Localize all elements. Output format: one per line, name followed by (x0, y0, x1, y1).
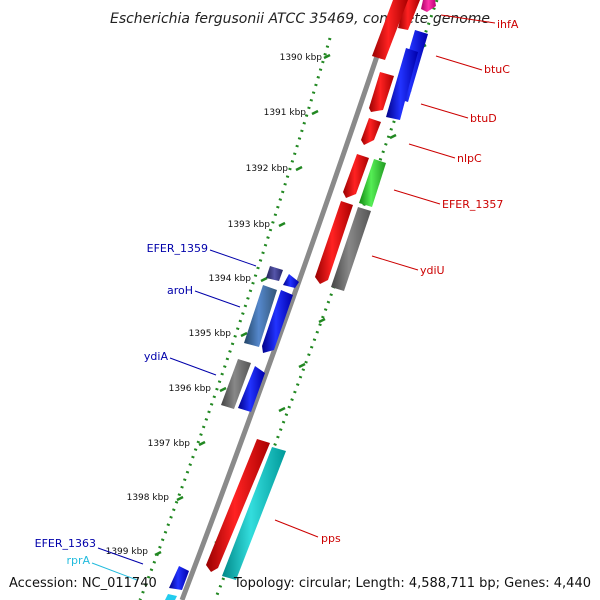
gene-features-outer (206, 0, 436, 580)
tick-label: 1391 kbp (264, 108, 307, 118)
gene-features-inner (165, 266, 299, 600)
gene-label-ydia[interactable]: ydiA (144, 350, 169, 363)
gene-feature-efer1357[interactable] (359, 159, 386, 207)
gene-feature-red-d[interactable] (343, 154, 369, 198)
accession-text: Accession: NC_011740 (9, 576, 157, 591)
gene-label-aroh[interactable]: aroH (167, 284, 193, 297)
label-leaders-right (274, 14, 496, 538)
label-leaders-left (91, 249, 257, 581)
tick-label: 1393 kbp (228, 220, 271, 230)
tick-label: 1397 kbp (148, 439, 191, 449)
gene-feature-blue-f[interactable] (283, 274, 299, 288)
genome-backbone (179, 0, 399, 600)
topology-summary: Topology: circular; Length: 4,588,711 bp… (233, 576, 591, 591)
gene-label-btuc[interactable]: btuC (484, 63, 510, 76)
tick-ring-inner (138, 37, 332, 600)
tick-label: 1394 kbp (209, 274, 252, 284)
gene-label-rpra[interactable]: rprA (66, 554, 90, 567)
gene-label-ydiu[interactable]: ydiU (420, 264, 445, 277)
gene-label-efer1357[interactable]: EFER_1357 (442, 198, 503, 211)
gene-feature-aroh[interactable] (244, 285, 277, 347)
tick-label: 1398 kbp (127, 493, 170, 503)
gene-label-efer1363[interactable]: EFER_1363 (35, 537, 96, 550)
gene-feature-rpra[interactable] (165, 594, 177, 600)
gene-feature-efer1363[interactable] (169, 566, 189, 590)
gene-feature-ydia[interactable] (221, 359, 251, 409)
gene-feature-ydiu[interactable] (331, 207, 371, 291)
tick-label: 1396 kbp (169, 384, 212, 394)
gene-feature-pps[interactable] (222, 447, 286, 580)
gene-feature-blue-h[interactable] (238, 366, 265, 412)
gene-feature-efer1359[interactable] (266, 266, 283, 281)
gene-feature-blue-b[interactable] (386, 48, 418, 120)
gene-labels-right: ihfA btuC btuD nlpC EFER_1357 ydiU pps (321, 18, 519, 545)
tick-label: 1399 kbp (106, 547, 149, 557)
gene-label-nlpc[interactable]: nlpC (457, 152, 482, 165)
gene-feature-red-a[interactable] (369, 72, 394, 112)
gene-label-efer1359[interactable]: EFER_1359 (147, 242, 208, 255)
gene-label-ihfa[interactable]: ihfA (497, 18, 519, 31)
gene-feature-red-e[interactable] (315, 201, 353, 284)
gene-labels-left: EFER_1359 aroH ydiA EFER_1363 rprA (35, 242, 208, 567)
tick-labels: 1390 kbp 1391 kbp 1392 kbp 1393 kbp 1394… (106, 53, 323, 557)
gene-feature-red-c[interactable] (361, 118, 381, 145)
gene-feature-ihfa[interactable] (421, 0, 436, 12)
gene-label-pps[interactable]: pps (321, 532, 341, 545)
gene-feature-nlpc-red[interactable] (372, 0, 408, 60)
gene-label-btud[interactable]: btuD (470, 112, 497, 125)
tick-label: 1392 kbp (246, 164, 289, 174)
gene-feature-pps-red[interactable] (206, 439, 270, 572)
gene-feature-blue-g[interactable] (262, 290, 293, 353)
tick-ring-outer (213, 0, 439, 600)
map-title: Escherichia fergusonii ATCC 35469, compl… (110, 11, 490, 27)
tick-label: 1390 kbp (280, 53, 323, 63)
tick-label: 1395 kbp (189, 329, 232, 339)
tick-marks (154, 53, 331, 557)
